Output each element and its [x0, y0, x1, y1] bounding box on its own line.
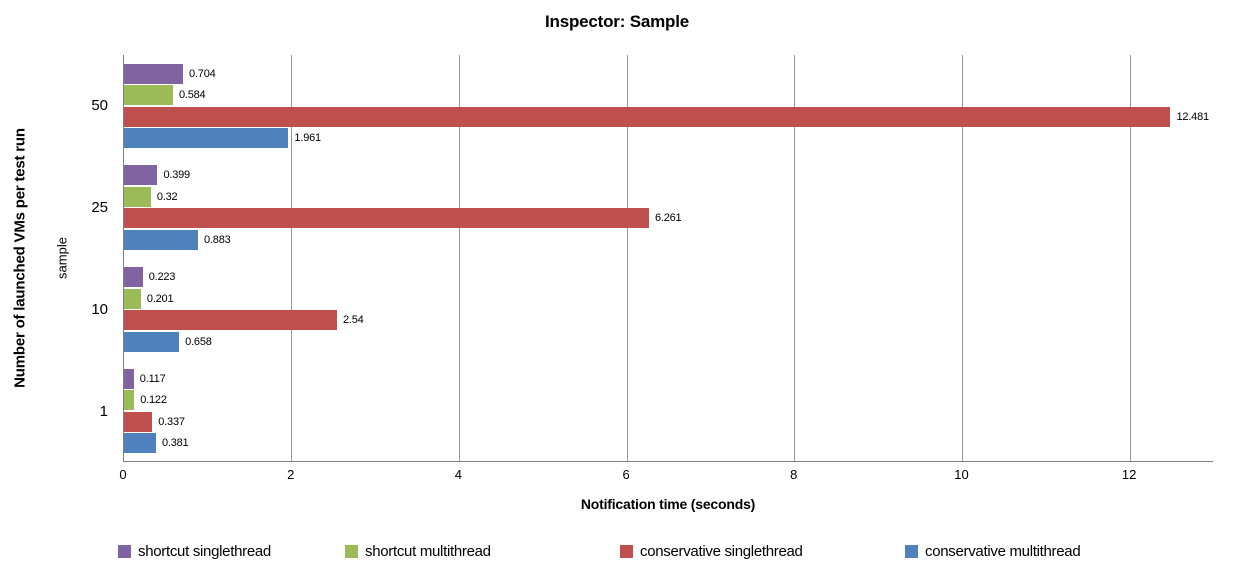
x-tick-label-2: 2 [287, 467, 295, 482]
bar-row: 1.961 [124, 128, 321, 149]
bar-value-label: 0.223 [148, 271, 176, 284]
x-tick-label-12: 12 [1121, 467, 1137, 482]
bar-row: 0.399 [124, 165, 190, 186]
y-category-label-10: 10 [91, 300, 108, 318]
bar-shortcut-singlethread-cat-10 [124, 267, 143, 288]
bar-row: 0.381 [124, 433, 189, 454]
bar-value-label: 0.704 [189, 67, 216, 80]
bar-row: 0.704 [124, 63, 216, 84]
bar-conservative-multithread-cat-10 [124, 331, 180, 352]
bar-value-label: 6.261 [654, 212, 682, 225]
gridline [794, 55, 796, 461]
y-category-label-1: 1 [99, 402, 108, 420]
bar-value-label: 0.201 [146, 292, 174, 305]
bar-shortcut-multithread-cat-1 [124, 390, 135, 411]
gridline [961, 55, 963, 461]
bar-row: 2.54 [124, 310, 364, 331]
x-tick-label-10: 10 [954, 467, 969, 482]
bar-conservative-singlethread-cat-50 [124, 106, 1171, 127]
bar-row: 0.122 [124, 390, 167, 411]
x-tick-label-8: 8 [790, 467, 798, 482]
y-axis-title: Number of launched VMs per test run [11, 128, 29, 388]
y-category-label-25: 25 [91, 199, 108, 217]
gridline [1129, 55, 1131, 461]
bar-value-label: 0.337 [158, 415, 185, 428]
bar-row: 0.584 [124, 85, 206, 106]
plot-area: 0.704 0.584 12.481 1.961 0.399 0.32 6.261 0.883… [123, 55, 1213, 462]
gridline [291, 55, 293, 461]
bar-shortcut-singlethread-cat-50 [124, 63, 184, 84]
bar-row: 0.658 [124, 331, 212, 352]
bar-shortcut-singlethread-cat-1 [124, 368, 134, 389]
bar-conservative-multithread-cat-1 [124, 433, 156, 454]
bar-value-label: 0.658 [185, 335, 212, 348]
legend-item-conservative-singlethread: conservative singlethread [620, 543, 803, 560]
bar-conservative-singlethread-cat-25 [124, 208, 649, 229]
bar-row: 12.481 [124, 106, 1209, 127]
bar-conservative-singlethread-cat-1 [124, 411, 153, 432]
bar-shortcut-multithread-cat-25 [124, 186, 151, 207]
bar-value-label: 0.883 [204, 233, 231, 246]
legend-label: conservative singlethread [640, 543, 803, 560]
bar-conservative-multithread-cat-25 [124, 229, 199, 250]
legend-item-shortcut-multithread: shortcut multithread [345, 543, 491, 560]
bar-value-label: 1.961 [294, 132, 321, 145]
bar-value-label: 0.381 [161, 437, 189, 450]
legend-swatch-icon [345, 545, 358, 558]
bar-value-label: 0.584 [178, 89, 206, 102]
legend-item-shortcut-singlethread: shortcut singlethread [118, 543, 271, 560]
bar-row: 0.32 [124, 186, 178, 207]
legend-label: shortcut singlethread [138, 543, 271, 560]
bar-value-label: 2.54 [342, 314, 364, 327]
bar-shortcut-singlethread-cat-25 [124, 165, 158, 186]
bar-value-label: 0.399 [163, 169, 190, 182]
bar-value-label: 0.117 [139, 372, 166, 385]
bar-shortcut-multithread-cat-10 [124, 288, 141, 309]
legend-label: shortcut multithread [365, 543, 491, 560]
bar-row: 0.201 [124, 288, 174, 309]
legend-swatch-icon [905, 545, 918, 558]
bar-row: 6.261 [124, 208, 682, 229]
legend-swatch-icon [118, 545, 131, 558]
bar-conservative-multithread-cat-50 [124, 128, 289, 149]
bar-value-label: 12.481 [1176, 110, 1209, 123]
y-category-label-50: 50 [91, 97, 108, 115]
bar-value-label: 0.32 [156, 190, 178, 203]
bar-row: 0.337 [124, 411, 185, 432]
bar-conservative-singlethread-cat-10 [124, 310, 337, 331]
legend-item-conservative-multithread: conservative multithread [905, 543, 1081, 560]
x-tick-label-0: 0 [119, 467, 127, 482]
gridline [626, 55, 628, 461]
bar-value-label: 0.122 [140, 394, 167, 407]
legend-label: conservative multithread [925, 543, 1081, 560]
bar-row: 0.223 [124, 267, 176, 288]
chart-title: Inspector: Sample [545, 12, 689, 31]
x-tick-label-6: 6 [622, 467, 630, 482]
bar-shortcut-multithread-cat-50 [124, 85, 173, 106]
gridline [458, 55, 460, 461]
legend-swatch-icon [620, 545, 633, 558]
bar-row: 0.117 [124, 368, 166, 389]
bar-row: 0.883 [124, 229, 231, 250]
x-axis-title: Notification time (seconds) [580, 496, 756, 512]
x-tick-label-4: 4 [454, 467, 462, 482]
